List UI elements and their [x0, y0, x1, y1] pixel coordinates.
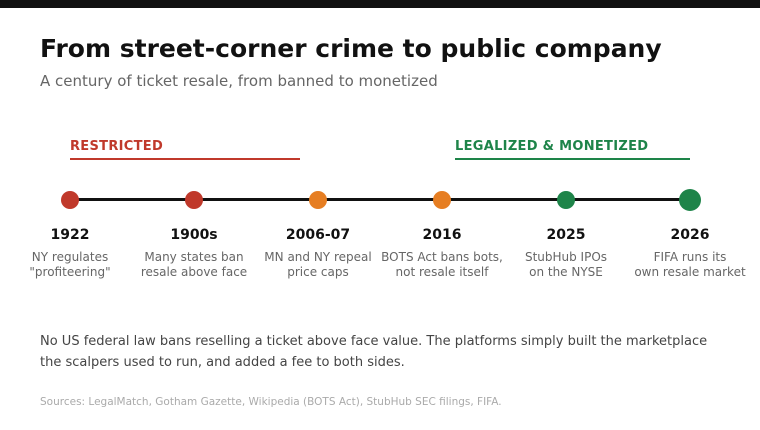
- event-description: MN and NY repeal price caps: [264, 250, 372, 279]
- era-label-restricted: RESTRICTED: [70, 139, 164, 154]
- era-line-restricted: [70, 158, 300, 160]
- event-description: BOTS Act bans bots, not resale itself: [381, 250, 503, 279]
- page-title: From street-corner crime to public compa…: [40, 34, 662, 63]
- era-label-legalized: LEGALIZED & MONETIZED: [455, 139, 649, 154]
- event-description: Many states ban resale above face: [140, 250, 248, 279]
- event-year: 1900s: [170, 227, 218, 243]
- event-description: FIFA runs its own resale market: [634, 250, 746, 279]
- event-year: 2025: [546, 227, 586, 243]
- timeline-axis: [70, 198, 690, 201]
- event-year: 2016: [422, 227, 462, 243]
- event-description: StubHub IPOs on the NYSE: [524, 250, 608, 279]
- page-subtitle: A century of ticket resale, from banned …: [40, 72, 438, 90]
- timeline-dot: [309, 190, 327, 209]
- footnote-text: No US federal law bans reselling a ticke…: [40, 334, 708, 370]
- event-description: NY regulates "profiteering": [29, 250, 111, 279]
- sources-text: Sources: LegalMatch, Gotham Gazette, Wik…: [40, 396, 502, 408]
- timeline-dot: [185, 190, 203, 209]
- timeline-dot: [433, 190, 451, 209]
- timeline-dot: [557, 190, 575, 209]
- event-year: 2026: [670, 227, 710, 243]
- timeline-dot: [679, 188, 701, 211]
- event-year: 2006-07: [285, 227, 351, 243]
- event-year: 1922: [50, 227, 90, 243]
- top-bar: [0, 0, 760, 8]
- timeline-dot: [61, 190, 79, 209]
- era-line-legalized: [455, 158, 690, 160]
